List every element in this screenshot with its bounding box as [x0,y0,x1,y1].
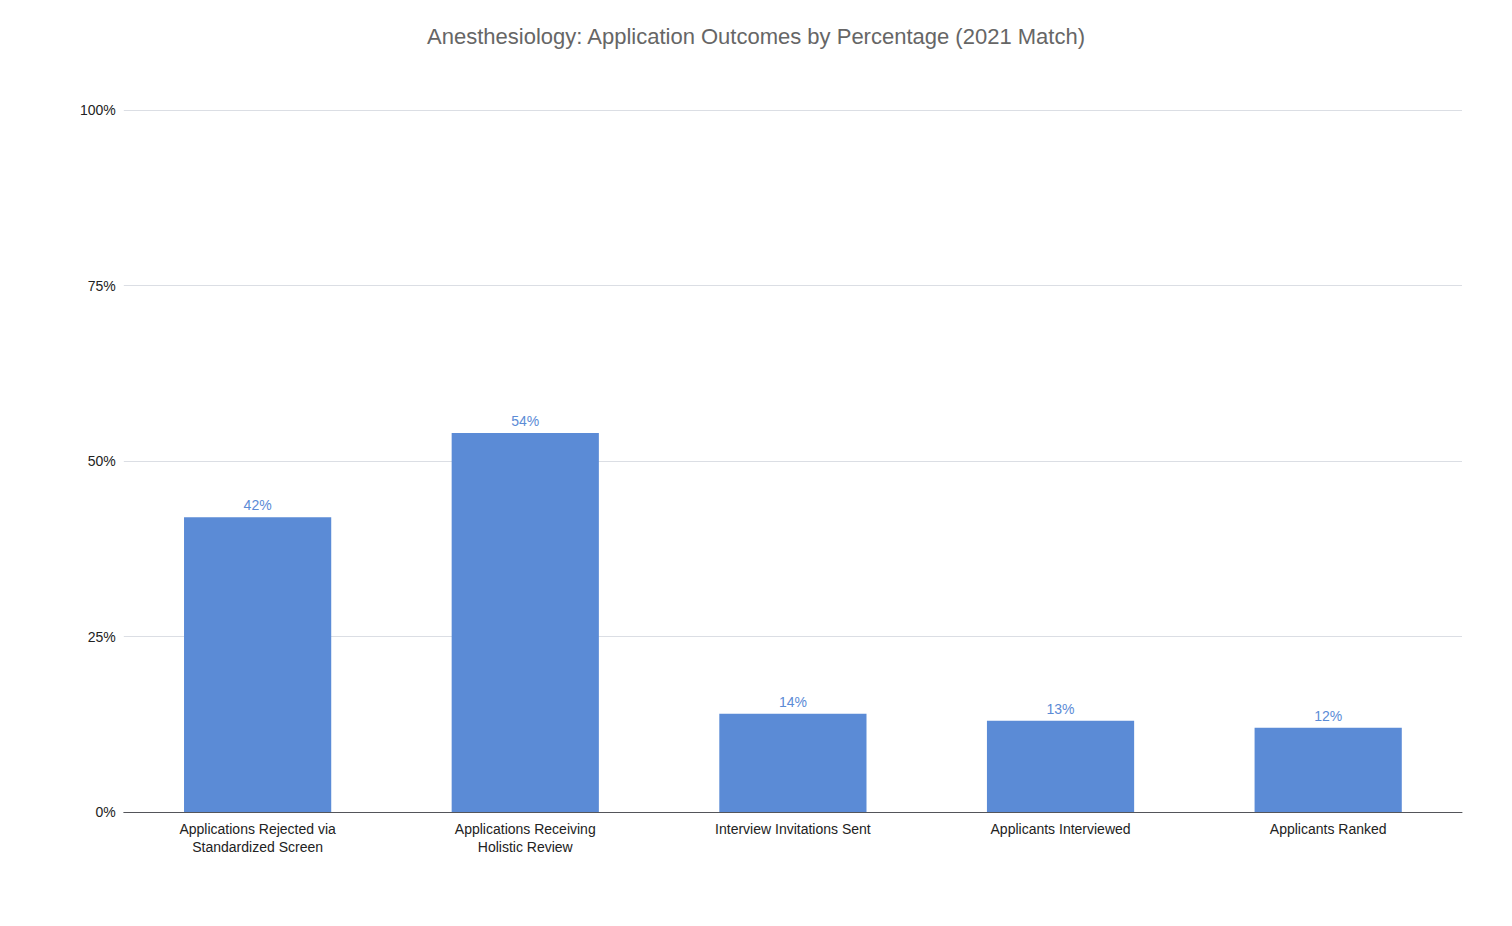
svg-text:54%: 54% [511,413,539,429]
svg-text:Applicants Ranked: Applicants Ranked [1270,821,1387,837]
svg-text:13%: 13% [1047,701,1075,717]
svg-text:Anesthesiology: Application Ou: Anesthesiology: Application Outcomes by … [427,24,1085,49]
svg-text:75%: 75% [88,278,116,294]
svg-text:Standardized Screen: Standardized Screen [192,839,323,855]
svg-text:0%: 0% [96,804,116,820]
svg-text:50%: 50% [88,453,116,469]
svg-text:25%: 25% [88,629,116,645]
svg-text:Applications Rejected via: Applications Rejected via [179,821,336,837]
svg-text:Holistic Review: Holistic Review [478,839,574,855]
svg-text:Applicants Interviewed: Applicants Interviewed [991,821,1131,837]
svg-text:100%: 100% [80,102,116,118]
svg-text:14%: 14% [779,694,807,710]
svg-text:42%: 42% [244,497,272,513]
svg-text:Applications Receiving: Applications Receiving [455,821,596,837]
svg-text:12%: 12% [1314,708,1342,724]
svg-text:Interview Invitations Sent: Interview Invitations Sent [715,821,871,837]
